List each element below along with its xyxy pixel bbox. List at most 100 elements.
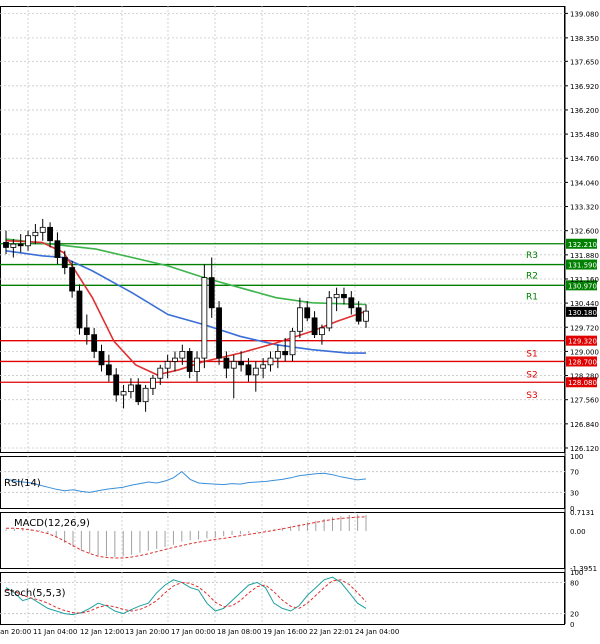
price-tick-label: 134.760	[570, 155, 599, 163]
current-price-badge	[566, 306, 597, 317]
rsi-line	[5, 470, 367, 493]
candle-body	[105, 364, 112, 376]
stoch-title: Stoch(5,5,3)	[4, 588, 66, 599]
stoch-tick-label: 20	[570, 611, 579, 619]
candle-body	[113, 374, 120, 396]
rsi-tick-label: 70	[570, 469, 579, 477]
grid	[0, 6, 565, 625]
candle-body	[83, 327, 90, 336]
rsi-tick-label: 30	[570, 489, 579, 497]
price-tick-label: 136.200	[570, 107, 599, 115]
price-tick-label: 138.350	[570, 35, 599, 43]
level-price-label: 128.080	[568, 379, 597, 387]
price-tick-label: 127.560	[570, 397, 599, 405]
candle-body	[348, 297, 355, 309]
level-price-label: 129.320	[568, 338, 597, 346]
rsi-tick-label: 0	[570, 505, 574, 513]
price-tick-label: 132.600	[570, 228, 599, 236]
candle-body	[39, 226, 46, 233]
candle-body	[135, 384, 142, 403]
stoch-tick-label: 80	[570, 579, 579, 587]
candle-body	[296, 307, 303, 332]
rsi-panel: 100 70 30 0 RSI(14)	[0, 453, 583, 513]
time-tick-label: 17 Jan 00:00	[171, 628, 215, 636]
time-tick-label: 13 Jan 20:00	[125, 628, 169, 636]
level-price-badge	[566, 335, 597, 346]
time-axis: Jan 20:00 11 Jan 04:00 12 Jan 12:00 13 Jan …	[0, 628, 399, 636]
candle-body	[238, 361, 245, 366]
time-tick-label: 18 Jan 08:00	[217, 628, 261, 636]
price-tick-label: 133.320	[570, 204, 599, 212]
level-name-r3: R3	[526, 251, 538, 261]
current-price-label: 130.180	[568, 309, 597, 317]
level-name-s1: S1	[526, 350, 537, 360]
macd-panel: 0.7131 0.00 -1.3951 MACD(12,26,9)	[5, 509, 597, 573]
price-tick-label: 126.840	[570, 421, 599, 429]
time-tick-label: 11 Jan 04:00	[33, 628, 77, 636]
price-tick-label: 131.160	[570, 276, 599, 284]
price-tick-label: 129.720	[570, 324, 599, 332]
macd-title: MACD(12,26,9)	[14, 518, 90, 529]
candle-body	[311, 317, 318, 336]
candle-body	[223, 357, 230, 369]
time-tick-label: 12 Jan 12:00	[80, 628, 124, 636]
price-tick-label: 128.280	[570, 373, 599, 381]
stoch-tick-label: 0	[570, 621, 574, 629]
candle-body	[289, 330, 296, 356]
candle-body	[3, 242, 9, 248]
price-tick-label: 130.440	[570, 300, 599, 308]
level-price-label: 128.700	[568, 358, 597, 366]
candle-body	[363, 310, 369, 322]
level-price-badge	[566, 280, 597, 291]
time-tick-label: 22 Jan 22:01	[309, 628, 353, 636]
macd-tick-label: 0.7131	[570, 509, 595, 517]
candle-body	[17, 243, 24, 247]
candle-body	[333, 293, 340, 299]
candle-body	[142, 387, 149, 403]
level-price-badge	[566, 259, 597, 270]
time-tick-label: 19 Jan 16:00	[263, 628, 307, 636]
level-price-label: 130.970	[568, 282, 597, 290]
candle-body	[274, 350, 281, 359]
candle-body	[252, 367, 259, 376]
candle-body	[282, 350, 289, 356]
level-price-badge	[566, 238, 597, 249]
price-tick-label: 129.000	[570, 348, 599, 356]
price-tick-label: 126.120	[570, 445, 599, 453]
price-tick-label: 134.040	[570, 179, 599, 187]
candle-body	[157, 367, 164, 379]
candle-body	[341, 293, 347, 299]
candle-body	[267, 357, 274, 366]
rsi-title: RSI(14)	[4, 478, 41, 489]
stoch-k-line	[5, 576, 367, 616]
candle-body	[47, 226, 53, 242]
price-tick-label: 137.650	[570, 58, 599, 66]
candle-body	[54, 240, 61, 258]
level-name-s2: S2	[526, 370, 537, 380]
time-tick-label: Jan 20:00	[0, 628, 31, 636]
candle-body	[150, 377, 156, 389]
level-name-s3: S3	[526, 391, 537, 401]
candle-body	[98, 350, 105, 366]
level-name-r2: R2	[526, 272, 538, 282]
rsi-tick-label: 100	[570, 453, 583, 461]
candle-body	[61, 257, 68, 268]
candle-body	[127, 384, 134, 393]
candle-body	[304, 307, 311, 319]
candle-body	[230, 361, 237, 369]
macd-tick-label: 0.00	[570, 528, 586, 536]
time-tick-label: 24 Jan 04:00	[355, 628, 399, 636]
candle-body	[319, 327, 325, 336]
macd-tick-label: -1.3951	[570, 565, 597, 573]
price-tick-label: 136.920	[570, 83, 599, 91]
price-tick-label: 135.480	[570, 131, 599, 139]
macd-signal-line	[6, 516, 367, 559]
candle-body	[194, 357, 200, 372]
candle-body	[164, 361, 171, 369]
candle-body	[69, 267, 76, 292]
candle-body	[216, 307, 222, 359]
candle-body	[326, 297, 333, 329]
candle-body	[201, 277, 208, 359]
